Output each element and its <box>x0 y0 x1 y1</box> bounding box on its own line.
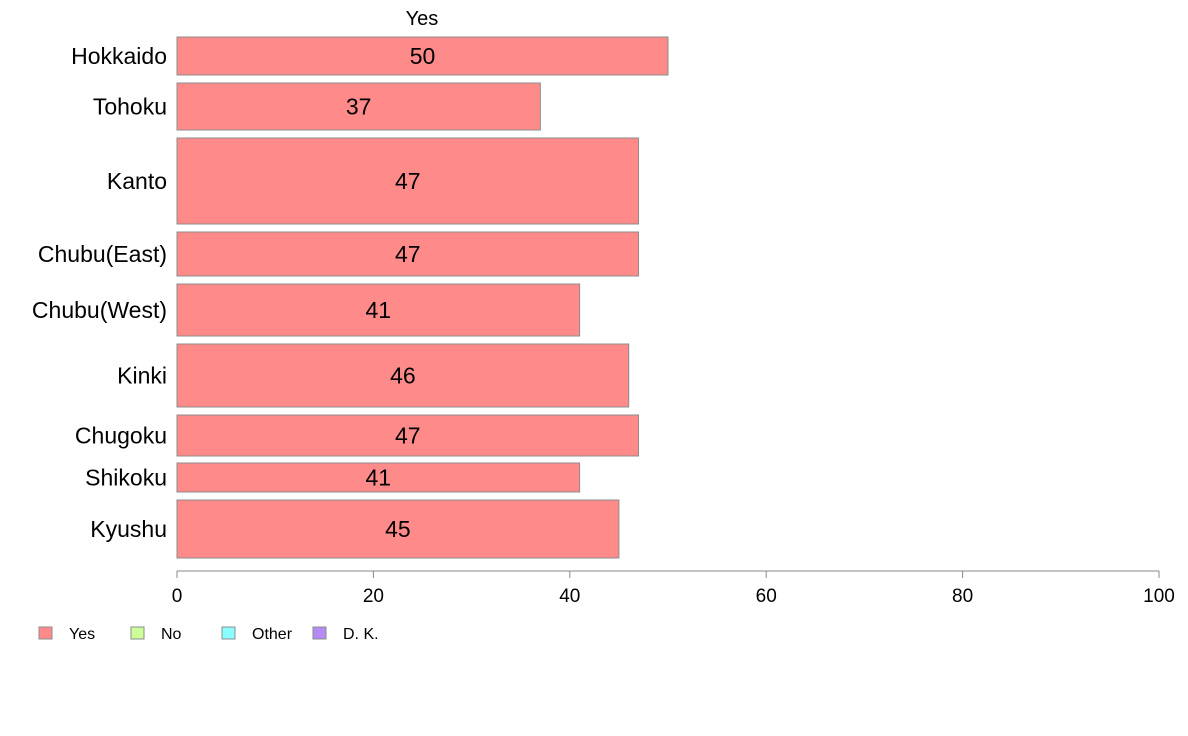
bars-group: Hokkaido 50 Tohoku 37 Kanto 47 Chubu(East) 47 Ch… <box>32 36 669 559</box>
x-tick-label: 80 <box>952 586 973 607</box>
bar-yes <box>176 414 640 457</box>
legend-swatch <box>312 626 327 640</box>
category-label: Hokkaido <box>71 43 167 69</box>
category-label: Kanto <box>107 168 167 194</box>
bar-yes <box>176 343 630 408</box>
data-label: 41 <box>366 297 392 323</box>
x-tick-label: 20 <box>363 586 384 607</box>
category-label: Kyushu <box>90 516 167 542</box>
category-label: Kinki <box>117 363 167 389</box>
x-tick-label: 60 <box>756 586 777 607</box>
bar-yes <box>176 283 581 337</box>
category-label: Tohoku <box>93 94 167 120</box>
legend-swatch <box>130 626 145 640</box>
data-label: 37 <box>346 94 372 120</box>
data-label: 41 <box>366 465 392 491</box>
category-label: Chugoku <box>75 423 167 449</box>
bar-yes <box>176 462 581 493</box>
data-label: 47 <box>395 241 421 267</box>
bar-yes <box>176 499 620 559</box>
legend-label: No <box>161 626 182 643</box>
bar-yes <box>176 231 640 277</box>
legend-label: Other <box>252 626 293 643</box>
legend-swatch <box>38 626 53 640</box>
x-tick-label: 100 <box>1143 586 1175 607</box>
legend-swatch <box>221 626 236 640</box>
category-label: Chubu(West) <box>32 297 167 323</box>
data-label: 47 <box>395 423 421 449</box>
x-tick-label: 40 <box>559 586 580 607</box>
bar-yes <box>176 36 669 76</box>
x-axis: 0 20 40 60 80 100 <box>172 570 1175 607</box>
category-label: Chubu(East) <box>38 241 167 267</box>
data-label: 50 <box>410 43 436 69</box>
bar-yes <box>176 82 541 131</box>
series-header: Yes <box>406 8 439 30</box>
legend: Yes No Other D. K. <box>38 626 379 643</box>
data-label: 47 <box>395 168 421 194</box>
x-tick-label: 0 <box>172 586 183 607</box>
data-label: 45 <box>385 516 411 542</box>
legend-label: Yes <box>69 626 95 643</box>
bar-yes <box>176 137 640 225</box>
legend-label: D. K. <box>343 626 379 643</box>
category-label: Shikoku <box>85 465 167 491</box>
data-label: 46 <box>390 363 416 389</box>
